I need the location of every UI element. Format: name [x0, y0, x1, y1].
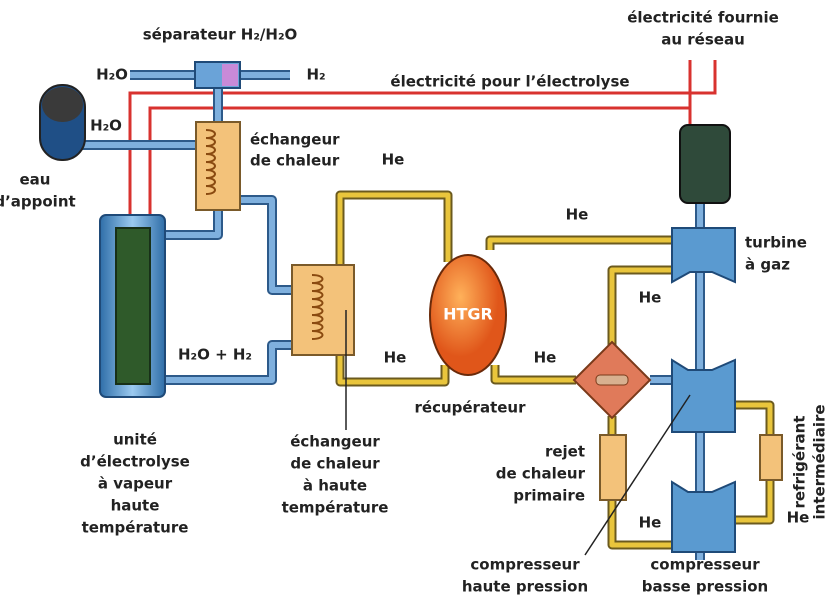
helium-label: He	[382, 151, 405, 169]
leader-line	[584, 394, 691, 556]
label: basse pression	[642, 578, 768, 596]
recuperator	[572, 340, 652, 420]
helium-label: He	[639, 514, 662, 532]
electrolysis-unit	[99, 214, 166, 398]
generator	[679, 124, 731, 204]
label: turbine	[745, 234, 807, 252]
label: échangeur	[250, 131, 340, 149]
label: échangeur	[290, 433, 380, 451]
turbine	[671, 227, 736, 284]
label: séparateur H₂/H₂O	[143, 26, 298, 44]
low-pressure-compressor	[671, 358, 736, 433]
label: d’appoint	[0, 193, 76, 211]
label: haute	[111, 497, 160, 515]
helium-label: He	[384, 349, 407, 367]
label: rejet	[545, 443, 585, 461]
heat-exchanger	[195, 121, 241, 211]
label: unité	[113, 431, 157, 449]
label: température	[82, 519, 189, 537]
label: à gaz	[745, 256, 790, 274]
label: H₂	[306, 66, 325, 84]
label: compresseur	[650, 556, 760, 574]
label: à vapeur	[98, 475, 173, 493]
htgr-reactor	[429, 254, 507, 376]
label: compresseur	[470, 556, 580, 574]
label: électricité pour l’électrolyse	[390, 73, 629, 91]
label: de chaleur	[250, 152, 340, 170]
label: intermédiaire	[811, 404, 829, 519]
label: électricité fournie	[627, 9, 779, 27]
tank	[39, 84, 86, 161]
label: température	[282, 499, 389, 517]
label: HTGR	[443, 305, 493, 324]
label: au réseau	[661, 31, 745, 49]
high-pressure-compressor	[671, 480, 736, 553]
helium-label: He	[566, 206, 589, 224]
label: d’électrolyse	[80, 453, 190, 471]
label: haute pression	[462, 578, 588, 596]
primary-heat-rejection	[599, 434, 627, 501]
label: eau	[20, 171, 51, 189]
helium-label: He	[787, 509, 810, 527]
label: de chaleur	[290, 455, 380, 473]
helium-label: He	[534, 349, 557, 367]
label: H₂O + H₂	[178, 346, 252, 364]
label: H₂O	[96, 66, 128, 84]
label: primaire	[513, 487, 585, 505]
intercooler	[759, 434, 783, 481]
label: H₂O	[90, 117, 122, 135]
label: récupérateur	[415, 399, 527, 417]
separator	[194, 61, 241, 89]
high-temperature-exchanger	[291, 264, 355, 430]
helium-label: He	[639, 289, 662, 307]
label: à haute	[303, 477, 367, 495]
label: refrigérant	[791, 416, 809, 509]
label: de chaleur	[496, 465, 586, 483]
